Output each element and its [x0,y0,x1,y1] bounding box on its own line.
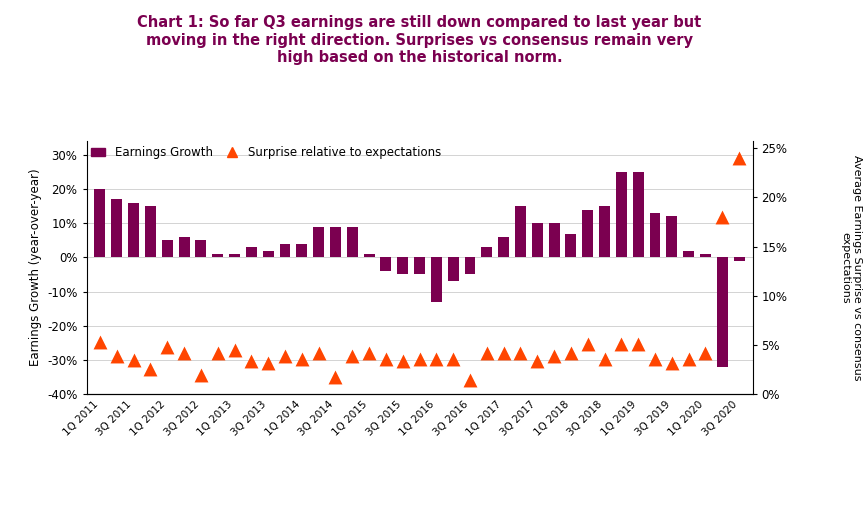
Point [245,357,259,365]
Point [580,340,594,348]
Point [682,355,695,363]
Bar [229,254,240,258]
Bar [178,237,189,258]
Bar [599,206,610,258]
Bar [112,199,122,258]
Bar [515,206,526,258]
Bar [313,227,324,258]
Point [160,343,174,351]
Bar [717,258,727,367]
Y-axis label: Earnings Growth (year-over-year): Earnings Growth (year-over-year) [29,169,42,367]
Point [429,355,443,363]
Bar [481,247,492,258]
Point [261,360,275,368]
Bar [465,258,476,275]
Bar [734,258,745,261]
Point [396,357,410,365]
Point [598,355,612,363]
Bar [195,240,207,258]
Point [362,348,376,357]
Bar [700,254,711,258]
Bar [162,240,173,258]
Point [463,376,477,384]
Bar [566,233,576,258]
Point [497,348,510,357]
Bar [498,237,509,258]
Bar [616,172,627,258]
Bar [381,258,391,271]
Bar [279,244,291,258]
Point [446,355,460,363]
Bar [666,217,677,258]
Point [177,348,191,357]
Point [311,348,325,357]
Point [514,348,528,357]
Point [564,348,578,357]
Bar [532,223,542,258]
Bar [330,227,341,258]
Point [345,351,359,360]
Point [126,356,140,364]
Bar [263,250,273,258]
Point [732,154,746,162]
Point [110,351,124,360]
Point [548,351,561,360]
Point [379,355,393,363]
Bar [582,210,593,258]
Bar [548,223,560,258]
Bar [448,258,458,281]
Bar [414,258,425,275]
Point [211,348,225,357]
Bar [128,203,139,258]
Bar [94,189,106,258]
Point [194,371,208,379]
Point [631,340,645,348]
Point [480,348,494,357]
Point [413,355,426,363]
Bar [145,206,156,258]
Bar [650,213,661,258]
Point [144,365,157,373]
Text: Chart 1: So far Q3 earnings are still down compared to last year but
moving in t: Chart 1: So far Q3 earnings are still do… [138,15,702,65]
Point [648,355,662,363]
Y-axis label: Average Earnings Surprise vs consensus
expectations: Average Earnings Surprise vs consensus e… [841,155,862,380]
Point [614,340,628,348]
Point [278,351,292,360]
Bar [431,258,442,302]
Bar [363,254,375,258]
Bar [212,254,223,258]
Point [530,357,544,365]
Point [665,360,679,368]
Point [699,348,713,357]
Point [295,355,309,363]
Bar [246,247,257,258]
Bar [347,227,358,258]
Bar [397,258,408,275]
Point [329,373,343,381]
Bar [683,250,694,258]
Point [227,345,241,353]
Bar [632,172,644,258]
Point [93,338,107,346]
Point [715,213,729,221]
Legend: Earnings Growth, Surprise relative to expectations: Earnings Growth, Surprise relative to ex… [86,141,446,164]
Bar [297,244,307,258]
